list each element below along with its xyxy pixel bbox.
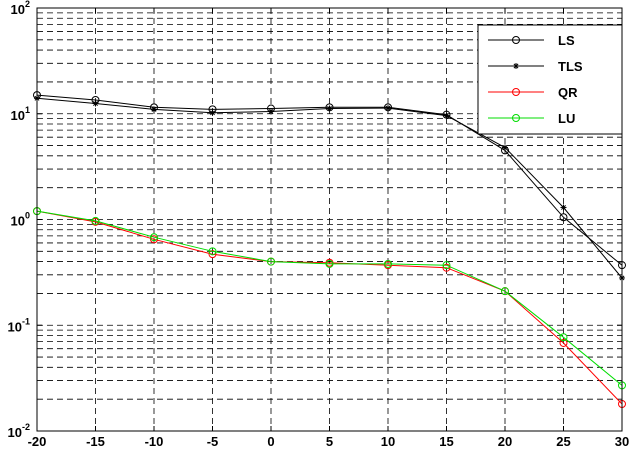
star-marker bbox=[502, 144, 508, 151]
series-line-qr bbox=[36, 210, 623, 405]
circle-marker bbox=[325, 259, 334, 268]
star-marker bbox=[385, 105, 391, 112]
legend-item-qr: QR bbox=[488, 85, 578, 100]
star-marker bbox=[560, 204, 567, 211]
legend-label: LS bbox=[558, 33, 575, 48]
circle-marker bbox=[512, 88, 520, 96]
y-tick-label: 10-1 bbox=[8, 316, 30, 334]
series-lu bbox=[33, 207, 626, 390]
x-tick-label: 0 bbox=[267, 434, 274, 449]
star-marker bbox=[151, 106, 157, 113]
legend-label: LU bbox=[558, 111, 575, 126]
circle-marker bbox=[150, 235, 158, 244]
x-tick-label: -10 bbox=[145, 434, 164, 449]
series-line-lu bbox=[36, 210, 623, 386]
circle-marker bbox=[559, 338, 568, 347]
y-tick-label: 100 bbox=[11, 211, 30, 229]
circle-marker bbox=[512, 114, 520, 122]
y-tick-label: 102 bbox=[11, 0, 30, 17]
x-tick-label: 10 bbox=[381, 434, 395, 449]
circle-marker bbox=[150, 233, 158, 242]
legend-item-tls: TLS bbox=[488, 59, 583, 74]
axis-ticks: -20 -15 -10 -5 0 5 10 15 20 25 30 10-2 10-1 100 101 102 bbox=[8, 0, 630, 449]
x-tick-label: 5 bbox=[326, 434, 333, 449]
x-tick-label: 25 bbox=[556, 434, 570, 449]
circle-marker bbox=[208, 247, 217, 256]
legend-label: QR bbox=[558, 85, 578, 100]
x-tick-label: 15 bbox=[439, 434, 453, 449]
star-marker bbox=[513, 63, 519, 69]
legend-label: TLS bbox=[558, 59, 583, 74]
x-tick-label: 30 bbox=[615, 434, 629, 449]
x-tick-label: -5 bbox=[207, 434, 219, 449]
star-marker bbox=[92, 100, 99, 107]
circle-marker bbox=[91, 216, 100, 225]
star-marker bbox=[268, 108, 274, 115]
circle-marker bbox=[442, 261, 451, 270]
y-tick-label: 101 bbox=[11, 105, 30, 123]
y-tick-label: 10-2 bbox=[8, 422, 30, 440]
star-marker bbox=[209, 109, 216, 116]
legend-box bbox=[477, 24, 623, 135]
circle-marker bbox=[559, 333, 568, 342]
legend: LS TLS QR LU bbox=[477, 24, 623, 135]
legend-item-lu: LU bbox=[488, 111, 575, 126]
circle-marker bbox=[384, 259, 392, 268]
circle-marker bbox=[208, 250, 217, 259]
series-group bbox=[33, 91, 626, 409]
circle-marker bbox=[501, 287, 509, 296]
x-tick-label: 20 bbox=[498, 434, 512, 449]
legend-item-ls: LS bbox=[488, 33, 575, 48]
star-marker bbox=[443, 112, 450, 119]
star-marker bbox=[326, 105, 333, 112]
x-tick-label: -15 bbox=[86, 434, 105, 449]
circle-marker bbox=[559, 213, 568, 222]
circle-marker bbox=[512, 36, 520, 44]
x-tick-label: -20 bbox=[28, 434, 47, 449]
circle-marker bbox=[267, 257, 275, 266]
circle-marker bbox=[442, 263, 451, 272]
